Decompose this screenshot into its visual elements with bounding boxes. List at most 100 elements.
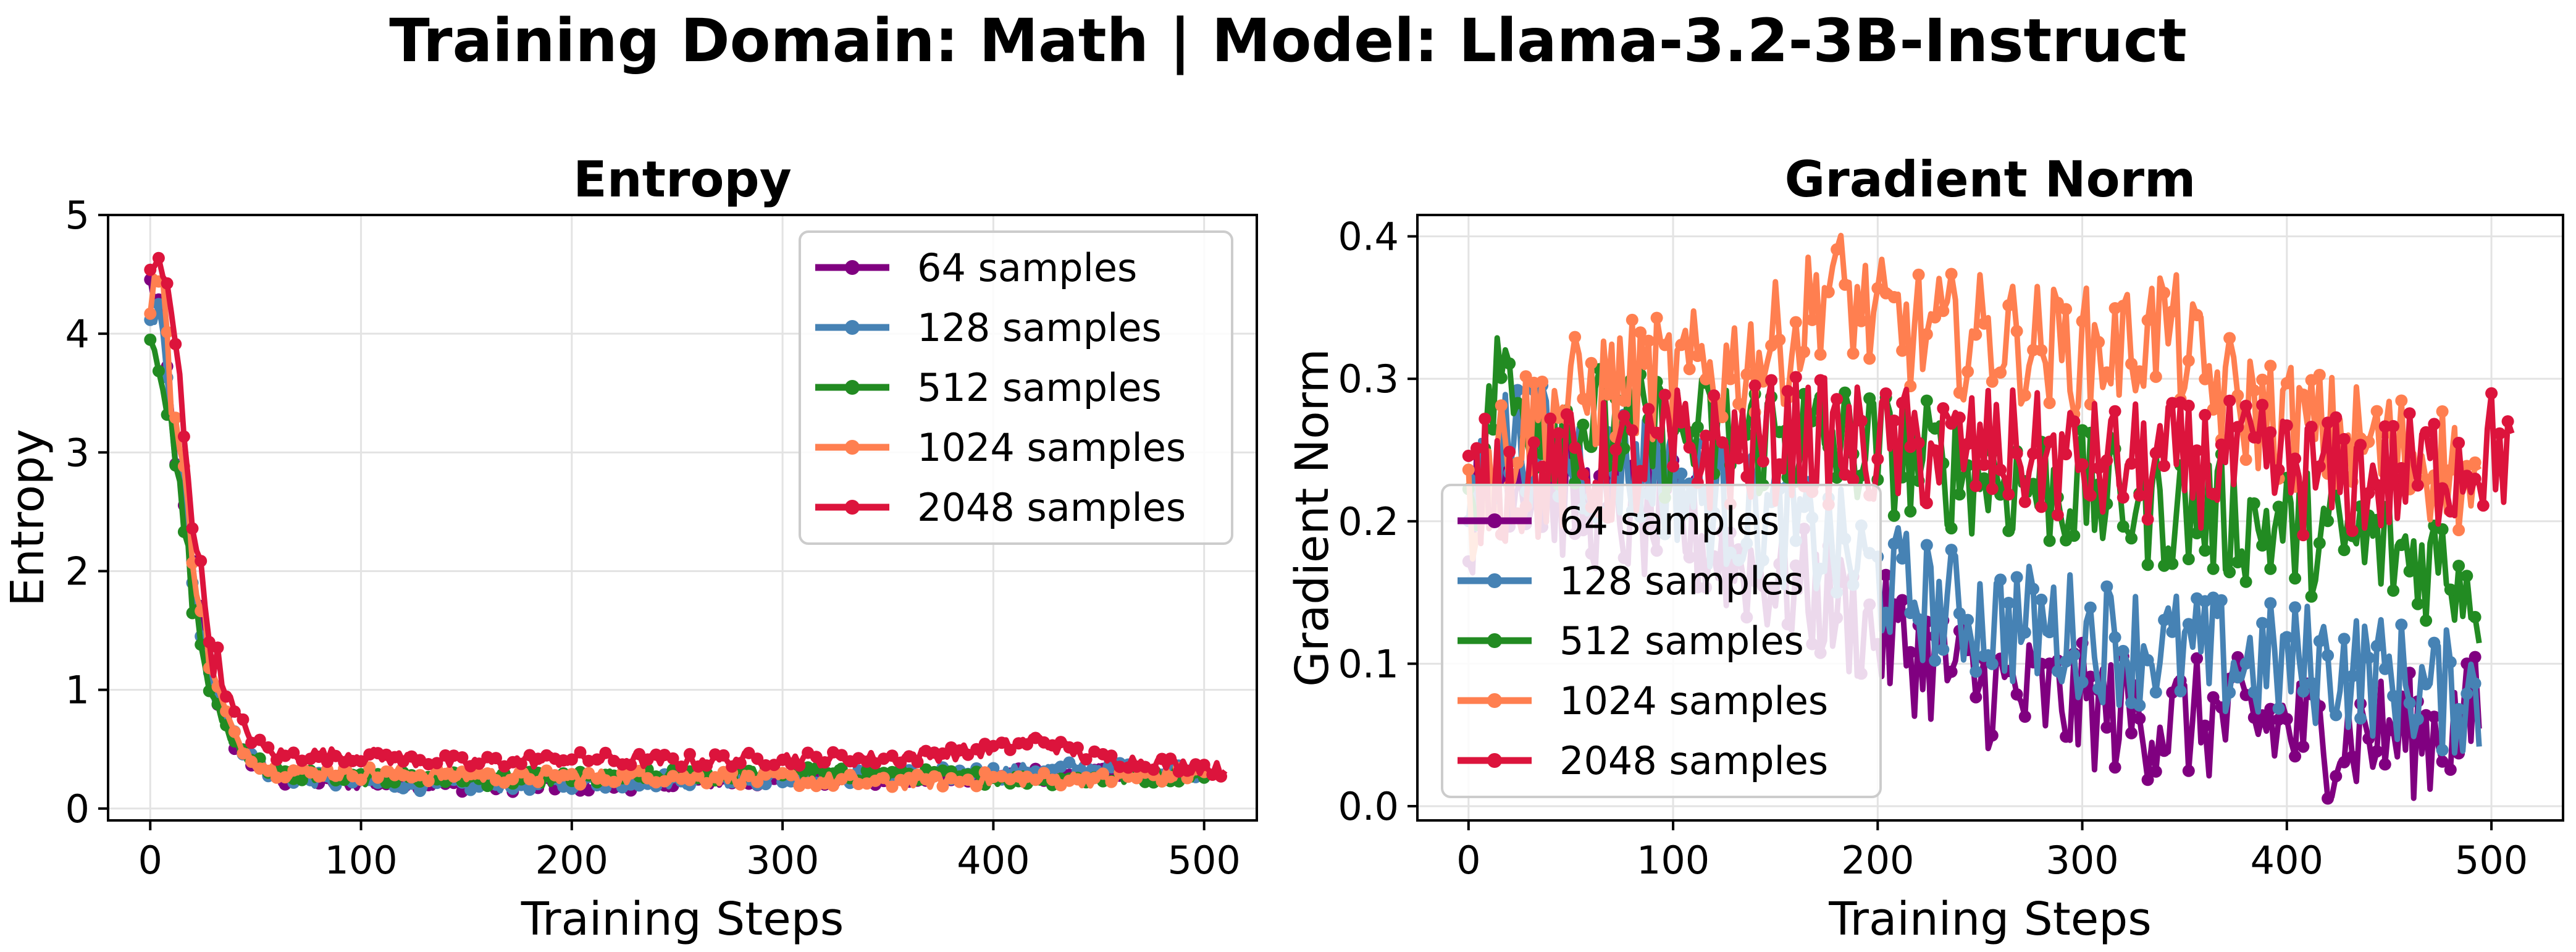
gradient-norm-point-2048-samples [2223, 394, 2236, 407]
gradient-norm-point-2048-samples [2125, 457, 2138, 470]
gradient-norm-point-2048-samples [1986, 482, 1999, 495]
gradient-norm-point-128-samples [1675, 467, 1688, 480]
gradient-norm-point-1024-samples [2158, 287, 2171, 300]
gradient-norm-point-512-samples [2068, 529, 2081, 542]
gradient-norm-point-2048-samples [2452, 437, 2465, 449]
gradient-norm-point-2048-samples [2247, 431, 2260, 444]
gradient-norm-point-1024-samples [1798, 345, 1811, 358]
entropy-point-1024-samples [962, 773, 975, 786]
gradient-norm-point-1024-samples [2166, 305, 2179, 318]
gradient-norm-point-2048-samples [1667, 460, 1680, 473]
gradient-norm-point-128-samples [2338, 633, 2351, 646]
gradient-norm-point-2048-samples [1879, 387, 1892, 400]
gradient-norm-point-2048-samples [2158, 460, 2171, 472]
gradient-norm-xtick-label-0: 0 [1456, 838, 1480, 883]
gradient-norm-point-1024-samples [1700, 373, 1713, 385]
entropy-point-1024-samples [245, 756, 258, 768]
entropy-point-2048-samples [430, 757, 443, 770]
gradient-norm-point-1024-samples [2092, 335, 2105, 348]
gradient-norm-point-2048-samples [1847, 473, 1860, 486]
gradient-norm-point-1024-samples [1863, 352, 1876, 365]
entropy-point-1024-samples [237, 747, 250, 760]
gradient-norm-point-128-samples [1994, 573, 2007, 586]
gradient-norm-point-1024-samples [2191, 309, 2204, 321]
entropy-point-1024-samples [262, 764, 275, 777]
entropy-point-1024-samples [313, 770, 325, 783]
gradient-norm-point-1024-samples [2100, 366, 2113, 379]
gradient-norm-point-1024-samples [2313, 369, 2326, 381]
gradient-norm-point-512-samples [1577, 418, 1590, 431]
entropy-xtick-label-100: 100 [324, 838, 397, 883]
gradient-norm-point-1024-samples [1683, 363, 1696, 376]
gradient-norm-point-1024-samples [1536, 376, 1549, 388]
gradient-norm-point-64-samples [2330, 770, 2343, 783]
gradient-norm-point-1024-samples [2280, 377, 2293, 390]
gradient-norm-point-128-samples [1929, 654, 1942, 667]
entropy-ytick-label-4: 4 [65, 311, 90, 356]
gradient-norm-point-2048-samples [1748, 379, 1761, 392]
entropy-point-1024-samples [751, 775, 764, 788]
gradient-norm-point-2048-samples [1765, 374, 1778, 387]
entropy-ytick-label-5: 5 [65, 193, 90, 238]
gradient-norm-point-128-samples [2002, 597, 2015, 609]
entropy-point-2048-samples [456, 751, 469, 764]
entropy-title: Entropy [573, 151, 792, 208]
gradient-norm-point-1024-samples [2370, 405, 2383, 418]
gradient-norm-point-1024-samples [2117, 300, 2129, 313]
gradient-norm-point-128-samples [2297, 685, 2310, 698]
gradient-norm-point-64-samples [2141, 773, 2154, 786]
gradient-norm-point-2048-samples [1471, 442, 1483, 455]
entropy-ytick-label-2: 2 [65, 549, 90, 594]
gradient-norm-point-128-samples [1970, 665, 1982, 678]
gradient-norm-legend-box [1441, 484, 1882, 798]
gradient-norm-point-512-samples [2452, 560, 2465, 572]
gradient-norm-point-512-samples [2141, 558, 2154, 571]
entropy-point-1024-samples [363, 761, 376, 774]
gradient-norm-legend-label-512-samples: 512 samples [1559, 618, 1804, 663]
gradient-norm-point-1024-samples [1912, 268, 1925, 281]
entropy-xtick-label-400: 400 [957, 838, 1030, 883]
entropy-legend-label-1024-samples: 1024 samples [917, 425, 1186, 470]
entropy-ylabel: Entropy [1, 429, 54, 607]
entropy-point-1024-samples [481, 767, 494, 780]
gradient-norm-ytick-label-0-4: 0.4 [1338, 214, 1399, 259]
gradient-norm-point-64-samples [2108, 761, 2121, 774]
gradient-norm-point-2048-samples [1552, 427, 1565, 440]
gradient-norm-point-1024-samples [2018, 389, 2031, 402]
gradient-norm-point-64-samples [2346, 750, 2359, 763]
gradient-norm-point-128-samples [2346, 670, 2359, 683]
gradient-norm-point-1024-samples [1634, 326, 1647, 339]
gradient-norm-point-64-samples [2444, 763, 2457, 776]
entropy-point-2048-samples [574, 746, 587, 759]
gradient-norm-point-64-samples [2018, 710, 2031, 723]
gradient-norm-point-2048-samples [1577, 468, 1590, 481]
gradient-norm-point-2048-samples [2068, 415, 2081, 428]
gradient-norm-point-512-samples [1945, 522, 1958, 535]
gradient-norm-legend-label-128-samples: 128 samples [1559, 558, 1804, 604]
gradient-norm-point-64-samples [1904, 646, 1917, 659]
gradient-norm-point-128-samples [2313, 634, 2326, 647]
gradient-norm-point-512-samples [2411, 597, 2424, 610]
gradient-norm-point-2048-samples [1937, 402, 1950, 415]
gradient-norm-series-1024-samples [1462, 232, 2482, 562]
gradient-norm-ytick-label-0-1: 0.1 [1338, 641, 1399, 686]
gradient-norm-point-128-samples [2166, 625, 2179, 638]
entropy-point-1024-samples [734, 778, 747, 791]
gradient-norm-point-1024-samples [1658, 339, 1671, 352]
gradient-norm-point-64-samples [2133, 712, 2146, 725]
gradient-norm-point-64-samples [2060, 730, 2073, 743]
gradient-norm-point-128-samples [2215, 594, 2228, 607]
gradient-norm-point-1024-samples [2035, 344, 2048, 356]
gradient-norm-point-128-samples [2395, 618, 2408, 631]
gradient-norm-title: Gradient Norm [1785, 151, 2196, 208]
gradient-norm-point-2048-samples [1929, 444, 1942, 457]
gradient-norm-point-2048-samples [2027, 447, 2040, 460]
entropy-xtick-label-500: 500 [1168, 838, 1241, 883]
gradient-norm-point-1024-samples [2043, 397, 2056, 410]
gradient-norm-point-128-samples [2428, 636, 2441, 649]
gradient-norm-point-2048-samples [2051, 508, 2064, 521]
gradient-norm-point-2048-samples [1634, 465, 1647, 478]
gradient-norm-point-1024-samples [1847, 347, 1860, 360]
entropy-point-1024-samples [936, 780, 949, 793]
